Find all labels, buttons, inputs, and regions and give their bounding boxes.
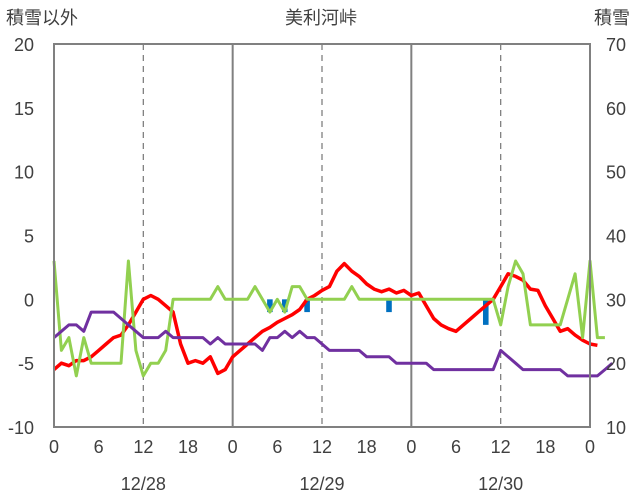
series-layer xyxy=(52,259,614,378)
x-tick-label: 6 xyxy=(94,437,104,457)
y-right-tick-label: 20 xyxy=(606,354,626,374)
right-axis-label: 積雪 xyxy=(594,8,630,28)
data-bar xyxy=(281,299,288,313)
x-tick-label: 18 xyxy=(178,437,198,457)
y-left-tick-label: 0 xyxy=(24,290,34,310)
x-tick-label: 12 xyxy=(133,437,153,457)
bars-layer xyxy=(267,299,489,325)
data-bar xyxy=(482,299,489,325)
x-tick-label: 18 xyxy=(535,437,555,457)
y-right-tick-label: 60 xyxy=(606,99,626,119)
x-tick-label: 0 xyxy=(228,437,238,457)
red-series-line xyxy=(52,261,598,376)
green-series-line xyxy=(52,259,605,378)
date-label: 12/29 xyxy=(299,474,344,494)
date-label: 12/28 xyxy=(121,474,166,494)
purple-series-line xyxy=(53,310,614,378)
x-tick-label: 18 xyxy=(357,437,377,457)
chart-title: 美利河峠 xyxy=(285,8,357,28)
x-tick-label: 0 xyxy=(406,437,416,457)
plot-frame xyxy=(53,43,591,428)
x-tick-label: 0 xyxy=(49,437,59,457)
x-tick-label: 12 xyxy=(312,437,332,457)
x-tick-label: 0 xyxy=(585,437,595,457)
x-tick-label: 6 xyxy=(272,437,282,457)
y-right-tick-label: 40 xyxy=(606,227,626,247)
y-left-tick-label: -10 xyxy=(8,418,34,438)
y-left-tick-label: 20 xyxy=(14,35,34,55)
y-left-tick-label: 10 xyxy=(14,163,34,183)
data-bar xyxy=(386,299,392,313)
x-tick-label: 6 xyxy=(451,437,461,457)
y-left-tick-label: 5 xyxy=(24,227,34,247)
left-axis-label: 積雪以外 xyxy=(6,8,78,28)
data-bar xyxy=(267,299,273,313)
y-right-tick-label: 50 xyxy=(606,163,626,183)
y-right-tick-label: 10 xyxy=(606,418,626,438)
y-right-tick-label: 30 xyxy=(606,290,626,310)
y-right-tick-label: 70 xyxy=(606,35,626,55)
date-label: 12/30 xyxy=(478,474,523,494)
frame-layer xyxy=(53,43,591,428)
x-tick-label: 12 xyxy=(491,437,511,457)
y-left-tick-label: 15 xyxy=(14,99,34,119)
y-left-tick-label: -5 xyxy=(18,354,34,374)
data-bar xyxy=(304,299,310,313)
